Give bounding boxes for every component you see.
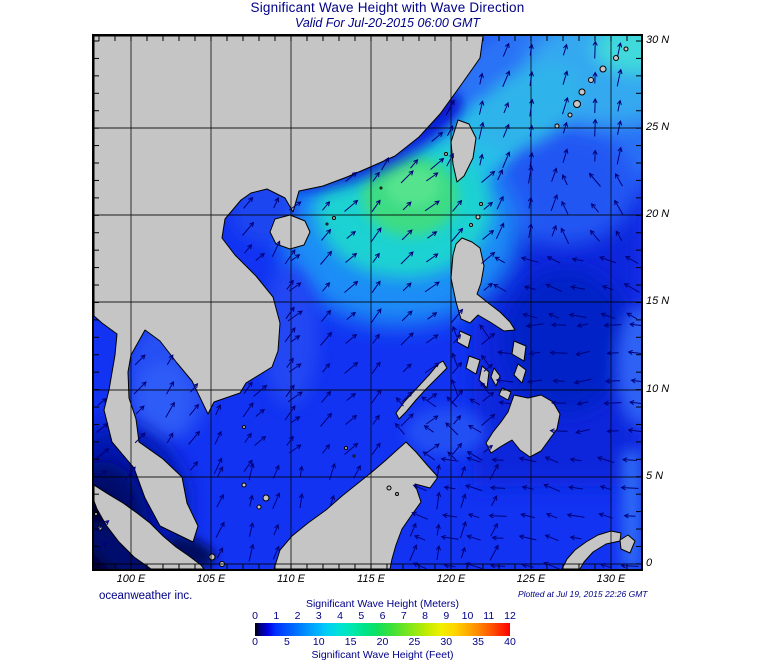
- islet: [588, 77, 594, 83]
- lat-axis-label: 20 N: [646, 208, 670, 220]
- islet: [256, 504, 262, 510]
- land-samar: [511, 340, 527, 362]
- colorbar-tick-meters: 6: [379, 610, 386, 622]
- lon-axis-label: 110 E: [277, 573, 305, 585]
- land-sumatra: [94, 484, 205, 569]
- lon-axis-label: 120 E: [436, 573, 466, 585]
- page-subtitle: Valid For Jul-20-2015 06:00 GMT: [294, 16, 481, 30]
- colorbar-tick-meters: 8: [422, 610, 428, 622]
- land-bohol: [498, 387, 512, 401]
- islet: [554, 123, 560, 129]
- lat-axis-label: 30 N: [646, 34, 670, 46]
- land-cebu: [490, 367, 501, 387]
- page-title: Significant Wave Height with Wave Direct…: [250, 0, 525, 15]
- colorbar-tick-feet: 5: [283, 636, 290, 648]
- islet: [262, 494, 270, 502]
- islet: [613, 55, 619, 61]
- wave-direction-arrows: [94, 40, 641, 569]
- islet: [332, 216, 336, 220]
- lat-axis-label: 0: [646, 557, 653, 569]
- islet: [599, 65, 607, 73]
- islet: [469, 223, 473, 227]
- land-sulawesi: [561, 530, 622, 569]
- lon-axis-label: 115 E: [357, 573, 385, 585]
- colorbar-ticks-feet: 0 5 10 15 20 25 30 35 40: [252, 636, 516, 649]
- lon-axis-label: 130 E: [596, 573, 626, 585]
- islet: [241, 482, 247, 488]
- land-panay: [465, 355, 481, 375]
- credit-text: oceanweather inc.: [99, 590, 193, 602]
- colorbar-title-meters: Significant Wave Height (Meters): [305, 598, 460, 610]
- land-luzon: [450, 237, 516, 332]
- islet: [573, 100, 581, 108]
- land-borneo: [273, 441, 439, 569]
- lat-axis-label: 25 N: [646, 121, 670, 133]
- islet: [386, 485, 392, 491]
- colorbar-ticks-meters: 0 1 2 3 4 5 6 7 8 9 10 11 12: [252, 610, 516, 623]
- colorbar-tick-feet: 15: [344, 636, 357, 648]
- lat-axis-label: 5 N: [646, 470, 664, 482]
- colorbar-tick-meters: 0: [252, 610, 258, 622]
- colorbar-tick-meters: 3: [315, 610, 322, 622]
- colorbar-tick-meters: 4: [337, 610, 343, 622]
- land-taiwan: [450, 119, 477, 183]
- colorbar-tick-feet: 25: [408, 636, 421, 648]
- islet: [578, 88, 586, 96]
- islet: [567, 112, 573, 118]
- colorbar-tick-meters: 1: [273, 610, 280, 622]
- colorbar-title-feet: Significant Wave Height (Feet): [311, 649, 454, 661]
- colorbar-tick-feet: 40: [504, 636, 516, 648]
- land-mainland-asia: [94, 36, 484, 543]
- lat-axis-label: 10 N: [646, 383, 670, 395]
- land-halmahera: [619, 534, 636, 554]
- lon-axis-label: 125 E: [516, 573, 546, 585]
- wave-map: [94, 36, 641, 569]
- islet: [444, 152, 448, 156]
- lat-axis-label: 15 N: [646, 295, 670, 307]
- islet: [475, 214, 481, 220]
- land-mindanao: [485, 394, 561, 458]
- lon-axis-label: 105 E: [196, 573, 226, 585]
- land-leyte: [513, 363, 527, 384]
- colorbar-gradient: [255, 623, 510, 636]
- colorbar-tick-meters: 12: [504, 610, 516, 622]
- islet: [395, 492, 399, 496]
- islet: [344, 446, 348, 450]
- plotted-text: Plotted at Jul 19, 2015 22:26 GMT: [518, 589, 648, 599]
- colorbar-tick-feet: 10: [312, 636, 325, 648]
- colorbar-tick-meters: 5: [358, 610, 365, 622]
- colorbar-tick-meters: 7: [400, 610, 407, 622]
- islet: [352, 454, 356, 458]
- islet: [623, 46, 629, 52]
- colorbar-tick-feet: 35: [472, 636, 484, 648]
- map-frame: [92, 34, 643, 571]
- islet: [208, 553, 216, 561]
- colorbar-tick-feet: 20: [376, 636, 389, 648]
- colorbar-tick-meters: 2: [294, 610, 301, 622]
- islet: [242, 425, 246, 429]
- islet: [94, 512, 98, 516]
- colorbar-tick-feet: 30: [440, 636, 453, 648]
- islet: [379, 186, 383, 190]
- colorbar-tick-meters: 10: [461, 610, 474, 622]
- figure-header: Significant Wave Height with Wave Direct…: [0, 0, 775, 30]
- islet: [479, 202, 483, 206]
- colorbar-tick-meters: 11: [483, 610, 495, 622]
- colorbar-tick-meters: 9: [443, 610, 450, 622]
- islet: [325, 222, 329, 226]
- colorbar-tick-feet: 0: [252, 636, 258, 648]
- lon-axis-label: 100 E: [116, 573, 146, 585]
